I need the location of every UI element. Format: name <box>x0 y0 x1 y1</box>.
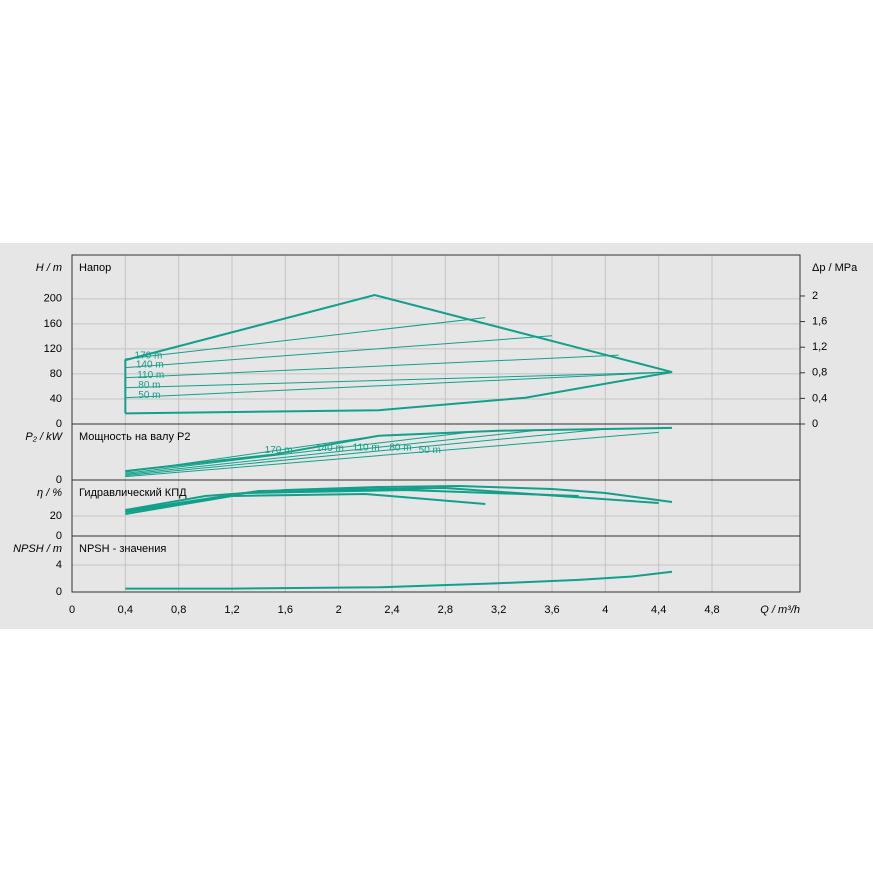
series-label: 170 m <box>265 445 293 456</box>
y-tick-label: 0 <box>56 530 62 542</box>
series-label: 170 m <box>135 351 163 362</box>
y-tick-label: 0 <box>56 474 62 486</box>
y-tick-label: 200 <box>44 293 62 305</box>
y2-tick-label: 0,8 <box>812 367 827 379</box>
y-tick-label: 160 <box>44 318 62 330</box>
y-tick-label: 0 <box>56 586 62 598</box>
series-line <box>125 429 539 475</box>
y2-tick-label: 1,2 <box>812 341 827 353</box>
x-tick-label: 3,2 <box>491 604 506 616</box>
x-axis-label: Q / m³/h <box>760 604 800 616</box>
series-label: 110 m <box>353 443 380 454</box>
series-line <box>125 317 486 360</box>
x-tick-label: 1,6 <box>278 604 293 616</box>
y-axis-label: H / m <box>36 262 62 274</box>
series-line <box>125 335 553 369</box>
series-label: 50 m <box>419 445 441 456</box>
x-tick-label: 2,8 <box>438 604 453 616</box>
y2-tick-label: 2 <box>812 290 818 302</box>
plot-area <box>72 255 800 424</box>
y-tick-label: 0 <box>56 418 62 430</box>
y-tick-label: 120 <box>44 343 62 355</box>
y-axis-label: P₂ / kW <box>25 431 63 443</box>
panel-title: Напор <box>79 262 111 274</box>
series-line <box>125 484 673 511</box>
series-line <box>125 431 473 474</box>
y2-axis-label: Δp / MPa <box>812 262 858 274</box>
panel-title: NPSH - значения <box>79 543 166 555</box>
x-tick-label: 0,4 <box>118 604 133 616</box>
plot-area <box>72 536 800 592</box>
series-line <box>125 435 379 473</box>
y-tick-label: 40 <box>50 393 62 405</box>
series-line <box>125 354 619 379</box>
y2-tick-label: 0 <box>812 418 818 430</box>
panel-title: Мощность на валу P2 <box>79 431 191 443</box>
series-line <box>125 371 673 389</box>
y-axis-label: NPSH / m <box>13 543 62 555</box>
series-label: 110 m <box>137 370 164 381</box>
y-tick-label: 20 <box>50 510 62 522</box>
series-label: 50 m <box>138 390 160 401</box>
y2-tick-label: 1,6 <box>812 315 827 327</box>
x-tick-label: 2 <box>336 604 342 616</box>
series-label: 80 m <box>389 443 411 454</box>
y-tick-label: 4 <box>56 559 62 571</box>
series-line <box>125 570 673 590</box>
y-tick-label: 80 <box>50 368 62 380</box>
x-tick-label: 0 <box>69 604 75 616</box>
series-line <box>125 431 659 478</box>
plot-border <box>71 535 801 593</box>
series-label: 140 m <box>316 443 344 454</box>
y2-tick-label: 0,4 <box>812 392 827 404</box>
x-tick-label: 1,2 <box>224 604 239 616</box>
y-axis-label: η / % <box>37 487 62 499</box>
plot-area <box>72 480 800 536</box>
series-label: 80 m <box>138 380 160 391</box>
x-tick-label: 4 <box>602 604 608 616</box>
series-label: 140 m <box>136 360 164 371</box>
series-line <box>125 486 659 512</box>
series-line <box>125 492 486 515</box>
x-tick-label: 4,8 <box>704 604 719 616</box>
panel-title: Гидравлический КПД <box>79 487 187 499</box>
x-tick-label: 4,4 <box>651 604 666 616</box>
x-tick-label: 2,4 <box>384 604 399 616</box>
x-tick-label: 0,8 <box>171 604 186 616</box>
series-line <box>125 371 673 399</box>
x-tick-label: 3,6 <box>544 604 559 616</box>
series-line <box>125 428 606 477</box>
